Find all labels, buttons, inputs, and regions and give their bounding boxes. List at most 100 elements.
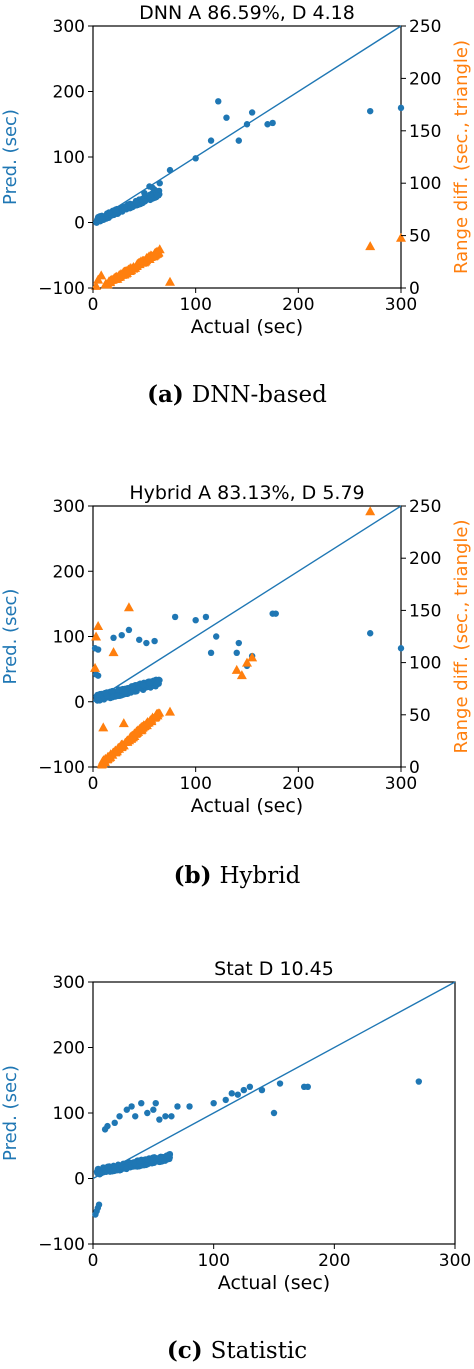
data-point-pred — [94, 1204, 102, 1212]
data-point-pred-cluster — [123, 1165, 130, 1172]
data-point-pred-cluster — [144, 1156, 151, 1163]
data-point-pred — [304, 1083, 311, 1091]
x-tick-label: 300 — [385, 774, 417, 794]
data-point-pred-cluster — [99, 215, 106, 222]
y2-tick-label: 200 — [409, 69, 441, 89]
y2-tick-label: 0 — [409, 279, 420, 299]
y2-tick-label: 100 — [409, 174, 441, 194]
x-axis-label: Actual (sec) — [191, 795, 303, 817]
data-point-range — [108, 647, 119, 657]
data-point-pred — [397, 645, 405, 652]
data-point-pred-cluster — [121, 206, 128, 213]
y-tick-label: 300 — [53, 497, 85, 517]
plot-area-frame — [92, 25, 402, 289]
data-point-pred — [128, 1103, 135, 1110]
data-point-pred — [143, 639, 150, 647]
data-point-pred — [136, 636, 143, 643]
y-axis-label: Pred. (sec) — [0, 109, 21, 205]
data-point-range-cluster — [100, 757, 110, 766]
data-point-pred — [397, 104, 405, 112]
data-point-pred — [166, 166, 174, 174]
data-point-range-cluster — [127, 263, 137, 272]
data-point-pred-cluster — [106, 209, 113, 216]
data-point-pred — [213, 633, 220, 640]
caption-tag: (a) — [147, 381, 184, 408]
data-point-range — [91, 631, 102, 641]
data-point-pred — [125, 626, 133, 634]
data-point-range — [96, 270, 107, 280]
data-point-pred — [186, 1103, 193, 1110]
data-point-pred — [151, 637, 158, 645]
chart-title: Hybrid A 83.13%, D 5.79 — [129, 482, 364, 504]
data-point-pred — [207, 649, 215, 657]
data-point-range-cluster — [123, 737, 133, 746]
data-point-range-cluster — [144, 718, 154, 727]
data-point-range — [365, 506, 376, 516]
data-point-range — [365, 241, 376, 251]
data-point-pred — [111, 1119, 118, 1127]
data-point-range — [247, 652, 258, 662]
data-point-range-cluster — [127, 734, 137, 743]
caption-tag: (b) — [174, 862, 212, 889]
data-point-pred-cluster — [136, 1158, 143, 1165]
data-point-pred-cluster — [161, 1157, 168, 1164]
data-point-pred — [222, 1096, 229, 1104]
figure-caption: (a) DNN-based — [147, 381, 327, 408]
y2-tick-label: 250 — [409, 17, 441, 37]
data-point-pred — [415, 1078, 422, 1085]
identity-line — [92, 981, 456, 1180]
caption-text: Statistic — [211, 1338, 308, 1364]
data-point-range-cluster — [101, 280, 111, 289]
data-point-pred — [150, 1106, 157, 1113]
data-point-pred — [141, 189, 148, 197]
y-tick-label: 200 — [53, 1039, 85, 1059]
caption-text: DNN-based — [192, 382, 327, 408]
data-point-range-cluster — [111, 748, 121, 757]
data-point-pred — [149, 184, 156, 191]
data-point-pred — [144, 1109, 151, 1117]
data-point-range — [165, 706, 175, 716]
x-tick-label: 100 — [197, 1251, 229, 1271]
caption-text: Hybrid — [220, 863, 301, 889]
data-point-range-cluster — [150, 248, 160, 257]
data-point-pred — [202, 613, 210, 621]
data-point-pred — [174, 1103, 181, 1110]
y-tick-label: 0 — [74, 693, 85, 713]
data-point-pred-cluster — [154, 678, 161, 685]
x-tick-label: 200 — [282, 295, 314, 315]
y2-tick-label: 0 — [409, 758, 420, 778]
data-point-pred — [269, 119, 276, 127]
x-tick-label: 300 — [439, 1251, 471, 1271]
y-axis-label: Pred. (sec) — [0, 589, 21, 685]
data-point-pred-cluster — [137, 1162, 144, 1169]
y-axis-label: Pred. (sec) — [0, 1065, 21, 1161]
data-point-pred — [156, 1116, 163, 1123]
data-point-pred — [258, 1086, 266, 1094]
data-point-pred — [276, 1080, 284, 1087]
data-point-pred-cluster — [104, 1164, 111, 1171]
data-point-pred-cluster — [142, 198, 149, 205]
data-point-pred-cluster — [131, 1160, 138, 1167]
data-point-pred — [118, 631, 125, 639]
data-point-pred — [367, 107, 374, 115]
caption-tag: (c) — [167, 1337, 203, 1364]
y-tick-label: 0 — [74, 1170, 85, 1190]
data-point-range-cluster — [116, 739, 126, 748]
y-tick-label: −100 — [38, 758, 85, 778]
data-point-pred — [210, 1099, 217, 1107]
data-point-range — [91, 280, 102, 290]
data-point-pred — [138, 1099, 145, 1107]
data-point-range-cluster — [114, 271, 124, 280]
data-point-range — [236, 670, 247, 680]
y2-tick-label: 150 — [409, 601, 441, 621]
data-point-pred-cluster — [140, 682, 147, 689]
data-point-pred-cluster — [154, 192, 161, 199]
x-tick-label: 0 — [88, 1251, 99, 1271]
figure-caption: (b) Hybrid — [174, 862, 301, 889]
data-point-pred — [264, 121, 271, 128]
y-tick-label: 300 — [53, 973, 85, 993]
y-tick-label: 0 — [74, 214, 85, 234]
data-point-range-cluster — [132, 728, 142, 737]
